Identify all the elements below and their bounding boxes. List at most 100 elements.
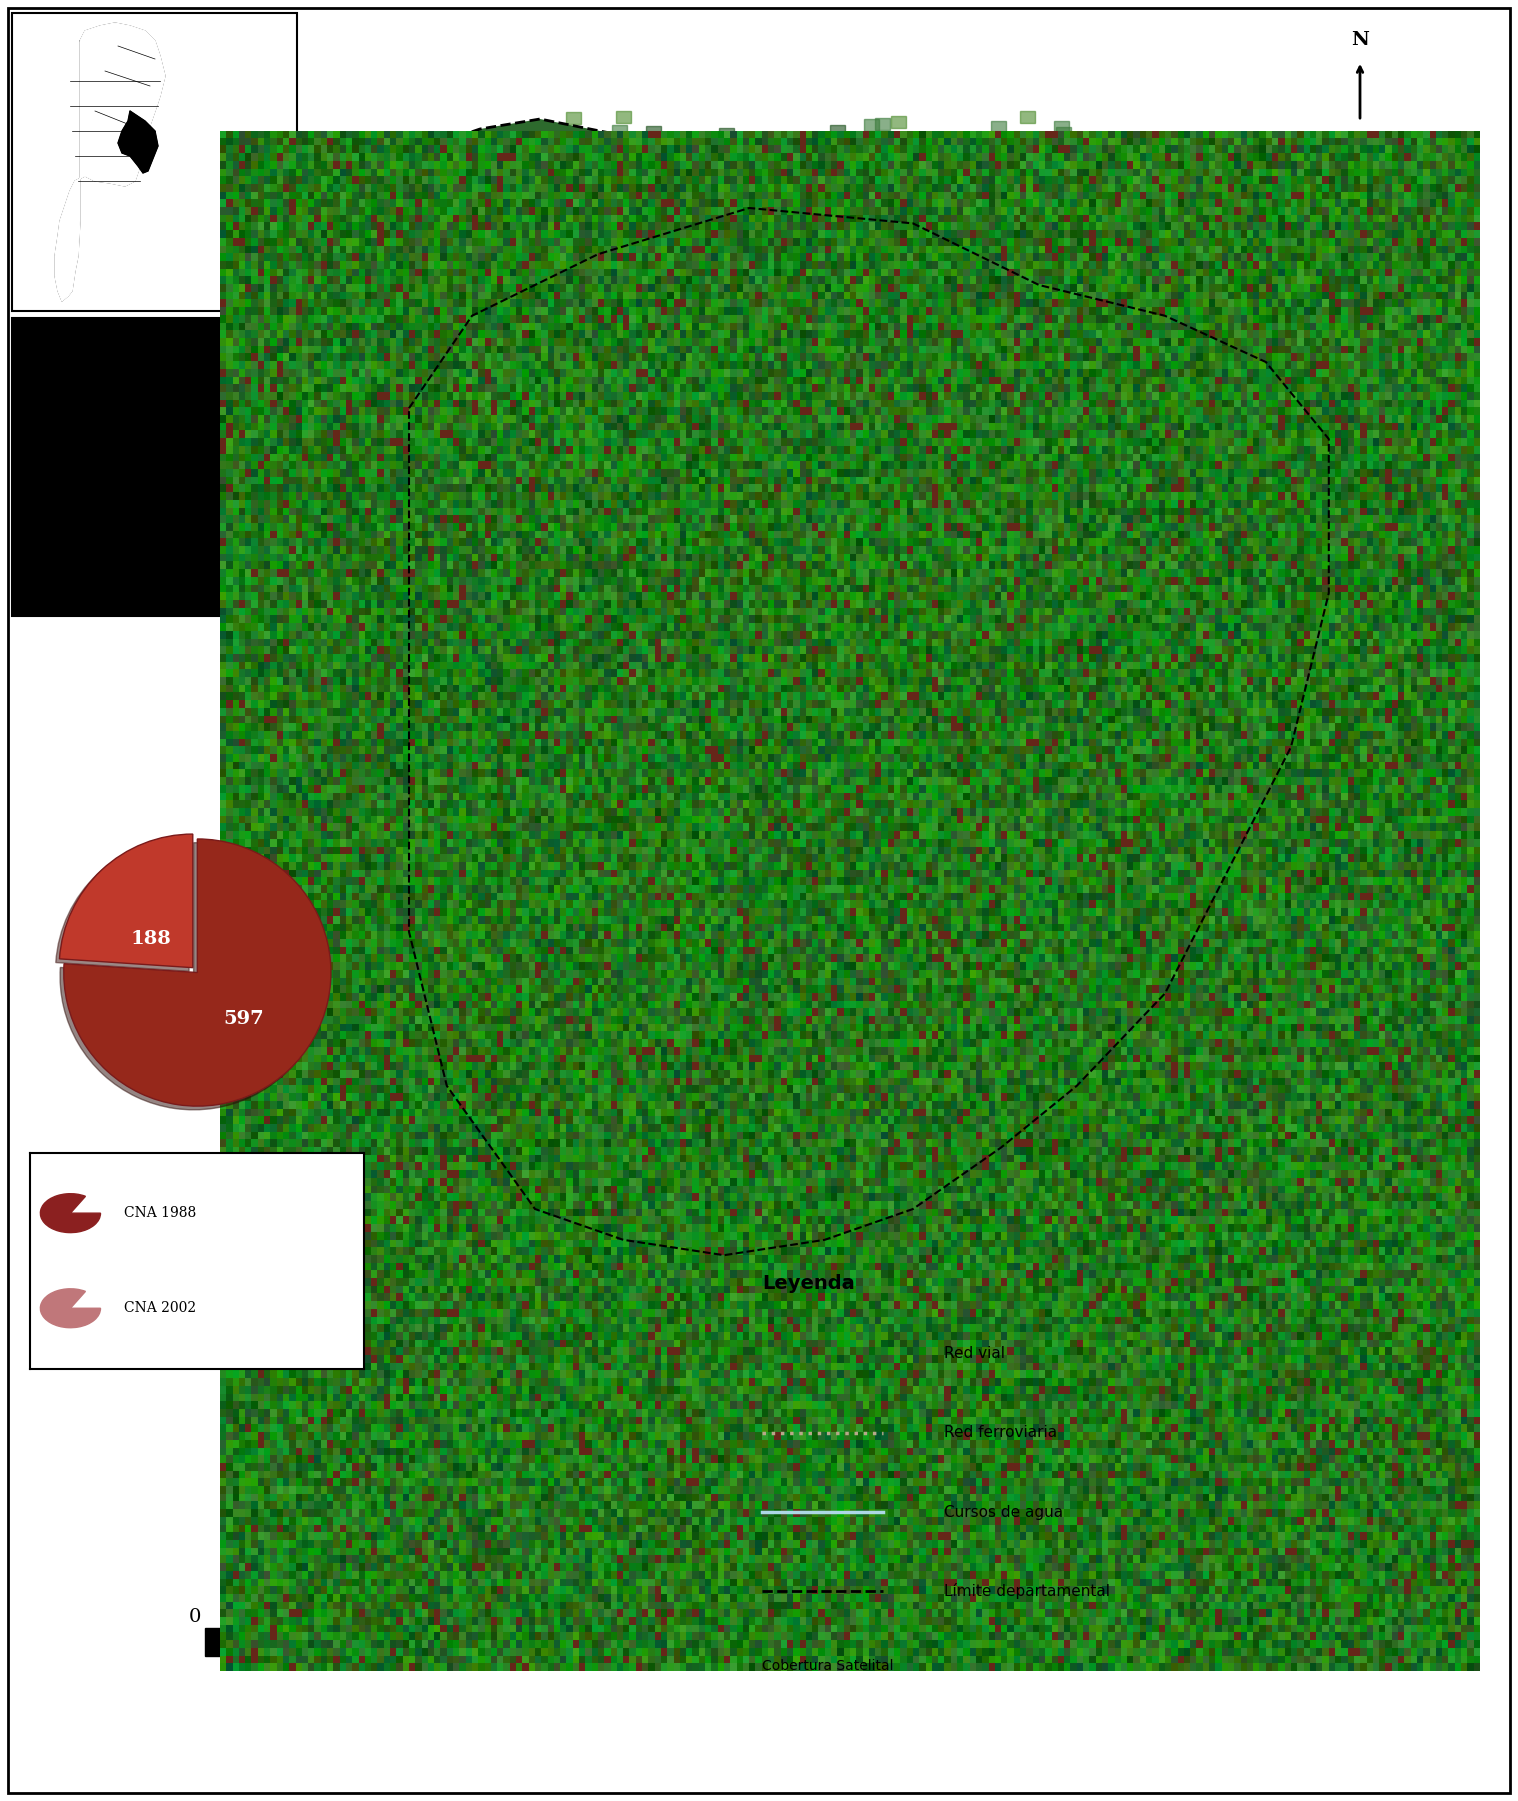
Polygon shape	[920, 1536, 935, 1549]
Polygon shape	[518, 814, 533, 825]
Polygon shape	[560, 288, 574, 299]
Polygon shape	[771, 319, 786, 331]
Polygon shape	[891, 992, 906, 1005]
Polygon shape	[533, 196, 546, 209]
Polygon shape	[815, 1210, 829, 1223]
Polygon shape	[959, 1345, 975, 1358]
Polygon shape	[530, 1407, 545, 1417]
Polygon shape	[683, 1558, 698, 1570]
Polygon shape	[389, 148, 404, 160]
Polygon shape	[594, 548, 609, 558]
Polygon shape	[352, 411, 367, 423]
Polygon shape	[1038, 720, 1053, 731]
Polygon shape	[1034, 1583, 1049, 1594]
Polygon shape	[439, 679, 454, 690]
Polygon shape	[976, 828, 991, 841]
Polygon shape	[988, 960, 1003, 973]
Polygon shape	[586, 1327, 600, 1340]
Polygon shape	[844, 1405, 858, 1417]
Polygon shape	[1060, 929, 1075, 942]
Polygon shape	[900, 1154, 915, 1165]
Polygon shape	[824, 656, 839, 668]
Polygon shape	[745, 778, 761, 791]
Polygon shape	[730, 475, 745, 488]
Polygon shape	[471, 292, 486, 303]
Polygon shape	[742, 375, 757, 387]
Polygon shape	[364, 1360, 380, 1371]
Polygon shape	[689, 771, 704, 783]
Polygon shape	[815, 695, 830, 706]
Polygon shape	[624, 708, 639, 719]
Text: CNA 2002: CNA 2002	[124, 1302, 196, 1315]
Polygon shape	[671, 1237, 686, 1250]
Polygon shape	[975, 403, 988, 416]
Polygon shape	[736, 1210, 751, 1221]
Polygon shape	[642, 686, 657, 699]
Polygon shape	[1026, 740, 1041, 751]
Polygon shape	[522, 1333, 537, 1345]
Polygon shape	[1047, 904, 1063, 917]
Polygon shape	[870, 308, 883, 321]
Polygon shape	[921, 376, 937, 389]
Polygon shape	[850, 1570, 864, 1583]
Polygon shape	[996, 1327, 1011, 1338]
Bar	[12, 319, 298, 616]
Polygon shape	[709, 328, 724, 340]
Polygon shape	[528, 1124, 543, 1136]
Polygon shape	[525, 1527, 540, 1538]
Polygon shape	[408, 1045, 424, 1057]
Polygon shape	[401, 346, 416, 358]
Polygon shape	[994, 639, 1009, 650]
Polygon shape	[641, 920, 656, 933]
Polygon shape	[458, 1032, 474, 1043]
Polygon shape	[527, 1046, 542, 1059]
Polygon shape	[792, 900, 808, 913]
Polygon shape	[625, 1228, 641, 1239]
Polygon shape	[899, 661, 914, 672]
Polygon shape	[788, 1632, 802, 1644]
Polygon shape	[1050, 207, 1064, 220]
Polygon shape	[487, 234, 502, 247]
Wedge shape	[59, 834, 193, 967]
Polygon shape	[1052, 648, 1067, 661]
Polygon shape	[1073, 1507, 1088, 1520]
Polygon shape	[457, 747, 471, 760]
Polygon shape	[386, 414, 401, 427]
Polygon shape	[1041, 286, 1057, 297]
Polygon shape	[733, 737, 747, 747]
Polygon shape	[1005, 1623, 1019, 1635]
Polygon shape	[765, 1144, 780, 1156]
Polygon shape	[742, 1093, 757, 1104]
Polygon shape	[1003, 701, 1019, 711]
Polygon shape	[1050, 643, 1066, 656]
Polygon shape	[730, 396, 744, 409]
Polygon shape	[741, 1344, 756, 1354]
Polygon shape	[864, 1082, 879, 1093]
Polygon shape	[826, 1480, 841, 1493]
Polygon shape	[662, 1331, 677, 1344]
Polygon shape	[474, 1308, 489, 1320]
Polygon shape	[1002, 1014, 1017, 1027]
Polygon shape	[747, 884, 762, 897]
Polygon shape	[880, 1138, 896, 1149]
Polygon shape	[656, 328, 671, 339]
Polygon shape	[747, 931, 762, 944]
Polygon shape	[747, 519, 762, 529]
Polygon shape	[584, 564, 600, 575]
Polygon shape	[654, 675, 669, 688]
Polygon shape	[411, 178, 427, 189]
Polygon shape	[902, 1093, 917, 1106]
Polygon shape	[718, 1556, 732, 1569]
Polygon shape	[856, 674, 871, 686]
Polygon shape	[999, 477, 1013, 488]
Polygon shape	[723, 965, 738, 976]
Polygon shape	[424, 888, 439, 900]
Polygon shape	[1014, 783, 1029, 796]
Polygon shape	[739, 1335, 754, 1347]
Polygon shape	[698, 420, 713, 432]
Polygon shape	[363, 292, 378, 304]
Polygon shape	[896, 1181, 911, 1194]
Polygon shape	[735, 1320, 750, 1331]
Text: 188: 188	[131, 929, 172, 947]
Polygon shape	[724, 803, 738, 816]
